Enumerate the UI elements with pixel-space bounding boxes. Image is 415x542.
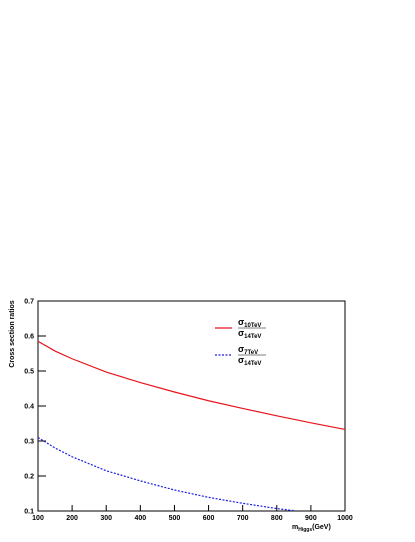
- y-tick-label: 0.5: [24, 369, 34, 376]
- legend-sigma: σ: [238, 328, 244, 338]
- x-tick-label: 700: [237, 515, 249, 522]
- x-tick-label: 1000: [337, 515, 353, 522]
- legend-sigma: σ: [238, 355, 244, 365]
- x-tick-label: 800: [271, 515, 283, 522]
- y-tick-label: 0.7: [24, 299, 34, 306]
- x-tick-label: 100: [32, 515, 44, 522]
- plot-frame: [37, 300, 346, 512]
- y-tick-label: 0.2: [24, 474, 34, 481]
- y-tick-label: 0.6: [24, 334, 34, 341]
- legend-sub: 10TeV: [244, 323, 261, 329]
- legend-denominator: σ14TeV: [238, 328, 261, 340]
- data-line: [37, 340, 346, 431]
- data-line: [37, 436, 294, 512]
- x-tick-label: 400: [134, 515, 146, 522]
- x-tick-label: 200: [66, 515, 78, 522]
- legend-sigma: σ: [238, 317, 244, 327]
- x-tick-label: 300: [100, 515, 112, 522]
- legend-sub: 14TeV: [244, 361, 261, 367]
- y-tick-label: 0.3: [24, 439, 34, 446]
- x-tick-label: 500: [169, 515, 181, 522]
- legend-sigma: σ: [238, 344, 244, 354]
- x-tick-label: 900: [305, 515, 317, 522]
- legend-sub: 14TeV: [244, 334, 261, 340]
- y-tick-label: 0.1: [24, 509, 34, 516]
- legend-denominator: σ14TeV: [238, 355, 261, 367]
- legend-sub: 7TeV: [244, 350, 258, 356]
- x-axis-label: mHiggs(GeV): [292, 524, 331, 533]
- y-tick-label: 0.4: [24, 404, 34, 411]
- y-axis-label: Cross section ratios: [9, 300, 16, 367]
- x-tick-label: 600: [203, 515, 215, 522]
- x-label-unit: (GeV): [312, 524, 331, 531]
- x-label-main: m: [292, 524, 298, 531]
- legend-numerator: σ7TeV: [238, 344, 258, 356]
- legend-numerator: σ10TeV: [238, 317, 261, 329]
- x-label-sub: Higgs: [298, 527, 312, 533]
